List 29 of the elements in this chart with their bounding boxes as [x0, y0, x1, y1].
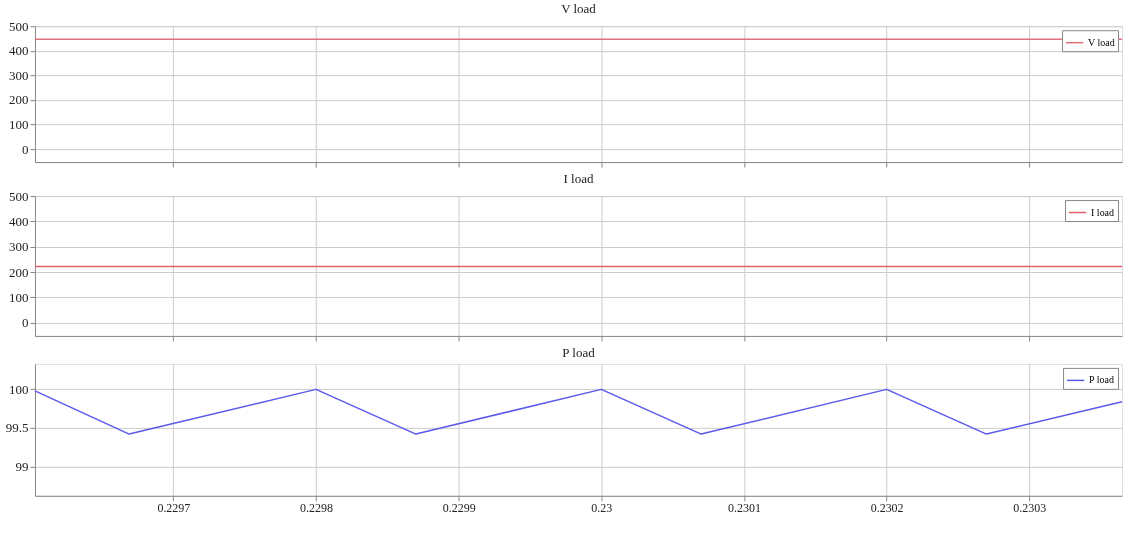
legend-label: I load	[1091, 206, 1115, 218]
y-tick-label: 500	[9, 188, 29, 204]
y-tick-label: 200	[9, 92, 29, 108]
y-tick-label: 400	[9, 213, 29, 229]
y-tick-label: 500	[9, 18, 29, 34]
y-tick-label: 400	[9, 43, 29, 59]
y-tick-label: 0	[21, 141, 29, 157]
chart-title: P load	[562, 344, 596, 360]
x-tick-label: 0.2301	[728, 501, 761, 516]
y-tick-label: 300	[9, 67, 29, 83]
y-tick-label: 0	[21, 315, 29, 331]
y-tick-label: 300	[9, 239, 29, 255]
y-tick-label: 100	[9, 289, 29, 305]
x-tick-label: 0.23	[591, 501, 613, 516]
x-tick-label: 0.2298	[300, 501, 333, 516]
x-tick-label: 0.2299	[442, 501, 476, 516]
x-tick-label: 0.2302	[870, 501, 904, 516]
line-series	[34, 388, 1123, 435]
y-tick-label: 99.5	[5, 420, 29, 436]
chart-title: V load	[561, 1, 597, 17]
y-tick-label: 100	[9, 381, 29, 397]
x-tick-label: 0.2303	[1013, 501, 1047, 516]
x-tick-label: 0.2297	[157, 501, 191, 516]
legend-label: P load	[1089, 374, 1114, 386]
y-tick-label: 99	[15, 458, 29, 474]
y-tick-label: 100	[9, 116, 29, 132]
y-tick-label: 200	[9, 264, 29, 280]
chart-title: I load	[563, 171, 594, 187]
legend-label: V load	[1088, 36, 1115, 48]
